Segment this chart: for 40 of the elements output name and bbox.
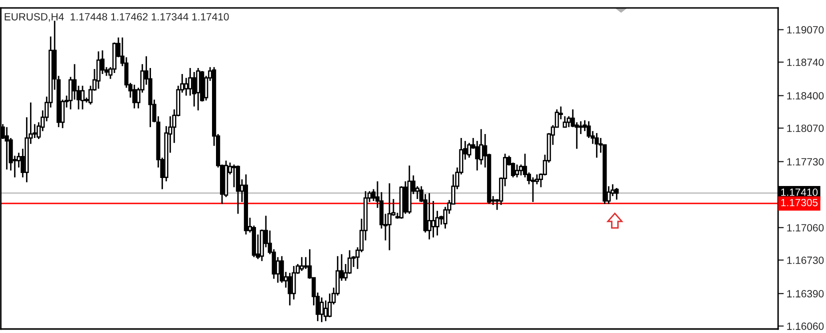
candlestick [574, 122, 579, 150]
candlestick [475, 140, 480, 172]
candlestick [288, 272, 292, 306]
y-tick-label: 1.19070 [787, 26, 824, 34]
candlestick [196, 67, 200, 112]
candlestick [467, 142, 472, 158]
candlestick [192, 71, 196, 108]
candlestick [431, 200, 436, 238]
y-tick-label: 1.18400 [787, 92, 824, 100]
y-tick-label: 1.18070 [787, 124, 824, 132]
candlestick [614, 187, 619, 200]
candlestick [320, 296, 324, 323]
candlestick [594, 132, 599, 158]
candlestick [232, 164, 236, 188]
candlestick [562, 116, 567, 128]
candlestick [300, 256, 304, 272]
candlestick [280, 255, 284, 284]
candlestick [324, 300, 328, 322]
candlestick [188, 67, 192, 96]
candlestick [530, 176, 536, 203]
candlestick [518, 164, 524, 176]
y-tick-label: 1.16730 [787, 256, 824, 264]
candlestick [96, 50, 101, 90]
candlestick [132, 84, 136, 110]
y-tick-label: 1.16390 [787, 290, 824, 298]
ref-line-label: 1.17305 [781, 198, 818, 206]
candlestick [4, 126, 9, 170]
candlestick [80, 85, 85, 110]
candlestick [578, 120, 583, 135]
y-tick-label: 1.17060 [787, 224, 824, 232]
candlestick [427, 192, 432, 240]
y-tick-label: 1.16060 [787, 322, 824, 330]
y-tick-label: 1.17730 [787, 158, 824, 166]
chart-title: EURUSD,H4 1.17448 1.17462 1.17344 1.17410 [4, 13, 229, 22]
ref-line-label: 1.17410 [781, 188, 818, 196]
candlestick [184, 77, 188, 96]
y-tick-label: 1.18740 [787, 58, 824, 66]
candlestick [387, 182, 392, 251]
candlestick [566, 116, 571, 128]
candlestick [514, 164, 520, 178]
